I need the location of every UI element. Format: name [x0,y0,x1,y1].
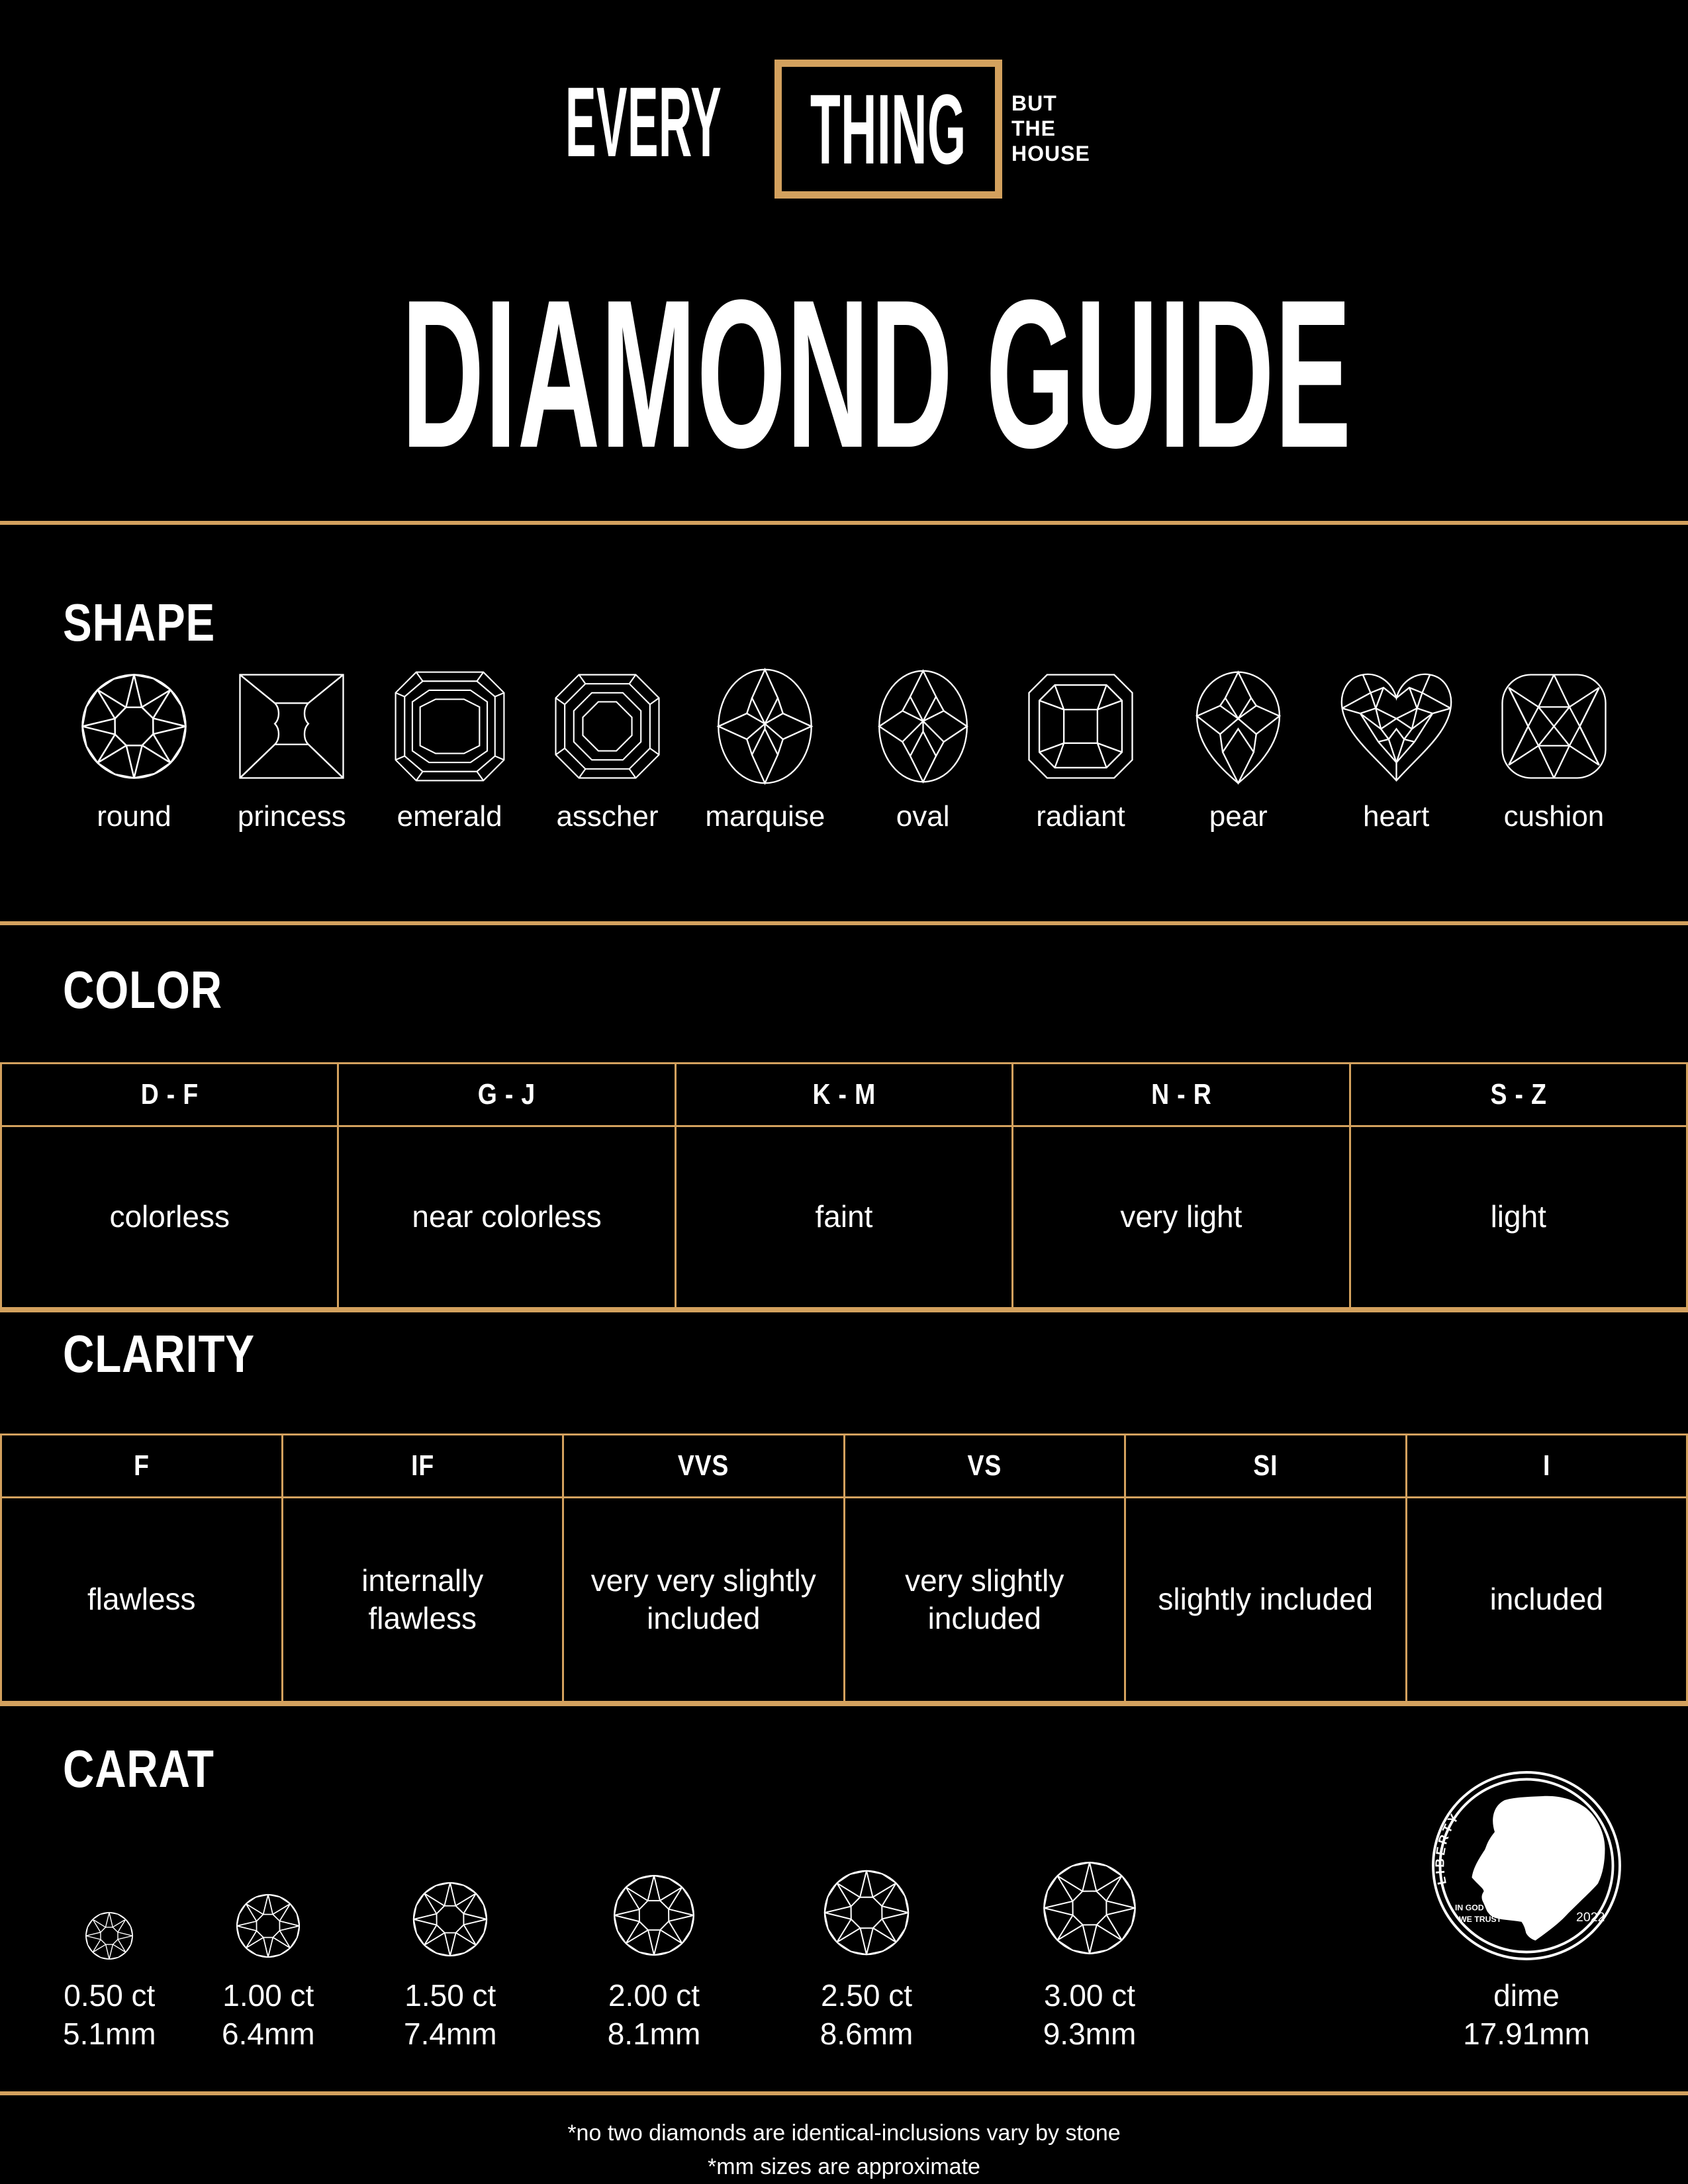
svg-text:2022: 2022 [1576,1910,1605,1925]
svg-text:LIBERTY: LIBERTY [1433,1810,1463,1886]
svg-text:IN GOD: IN GOD [1455,1903,1484,1913]
svg-text:WE TRUST: WE TRUST [1459,1915,1502,1924]
